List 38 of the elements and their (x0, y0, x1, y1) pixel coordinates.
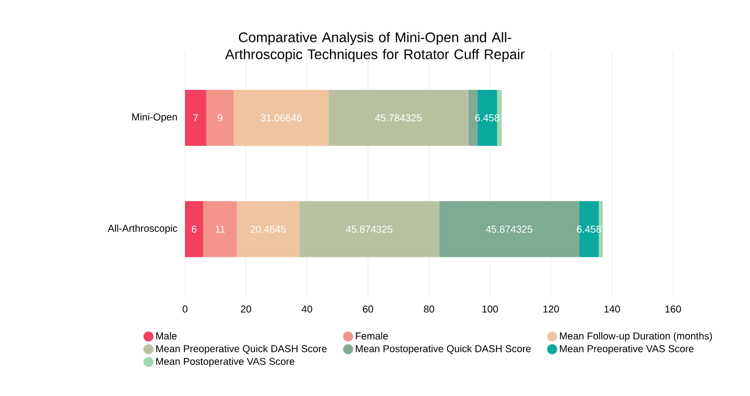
x-tick-label: 100 (482, 306, 498, 313)
legend-label: Mean Preoperative Quick DASH Score (156, 344, 327, 354)
x-tick-label: 140 (604, 306, 620, 313)
bar (185, 90, 206, 146)
x-tick-label: 20 (240, 306, 252, 313)
bar (206, 90, 234, 146)
bar (185, 201, 204, 258)
data-label: 11 (216, 226, 225, 233)
legend-label: Mean Follow-up Duration (months) (560, 332, 712, 342)
bar (579, 201, 599, 258)
chart-title: Comparative Analysis of Mini-Open and All-Arthroscopic Techniques for Rotator Cuff Repair (225, 32, 525, 62)
y-tick-label: Mini-Open (132, 113, 177, 122)
x-tick-label: 60 (362, 306, 374, 313)
data-label: 20.4645 (250, 226, 286, 233)
x-tick-label: 40 (302, 306, 312, 313)
bar (328, 90, 468, 146)
x-tick-label: 0 (182, 306, 188, 313)
bar (236, 201, 300, 258)
legend-label: Male (156, 332, 177, 340)
data-label: 45.874325 (486, 226, 532, 233)
bar (234, 90, 329, 146)
data-label: 31.06646 (260, 114, 302, 122)
x-tick-label: 160 (665, 306, 681, 313)
legend-label: Female (356, 332, 388, 340)
legend-label: Mean Preoperative VAS Score (560, 344, 694, 354)
legend-label: Mean Postoperative VAS Score (156, 358, 294, 367)
legend-label: Mean Postoperative Quick DASH Score (356, 344, 531, 354)
data-label: 6 (192, 226, 196, 233)
x-tick-label: 80 (424, 306, 434, 313)
bar (299, 201, 440, 258)
data-label: 7 (193, 114, 198, 122)
data-label: 45.784325 (375, 114, 422, 122)
data-label: 45.874325 (346, 226, 392, 233)
y-tick-label: All-Arthroscopic (108, 224, 178, 234)
data-label: 9 (218, 114, 222, 122)
bar (477, 90, 498, 146)
x-tick-label: 120 (543, 306, 559, 313)
bar (203, 201, 237, 258)
